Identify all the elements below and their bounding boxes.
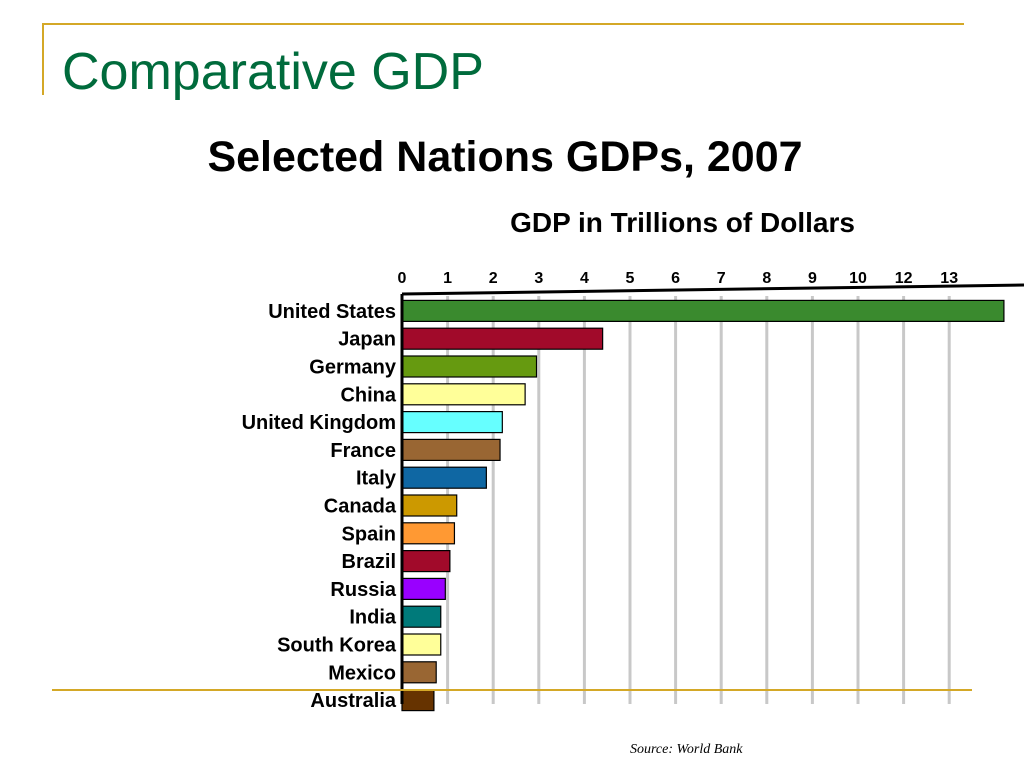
x-tick-label: 4 xyxy=(580,270,589,287)
decorative-top-rule xyxy=(42,23,964,25)
bar-france xyxy=(401,438,501,461)
x-tick-label: 1 xyxy=(443,270,452,287)
category-label: Brazil xyxy=(342,551,396,573)
category-label: Russia xyxy=(330,579,396,601)
bar-canada xyxy=(401,494,458,517)
x-axis-top-line xyxy=(401,283,1024,296)
x-tick-label: 0 xyxy=(398,270,407,287)
x-tick-label: 13 xyxy=(940,270,958,287)
category-label: India xyxy=(349,607,397,629)
bar-brazil xyxy=(401,549,451,573)
bar-spain xyxy=(401,522,456,545)
category-label: Germany xyxy=(309,357,397,379)
bar-russia xyxy=(401,577,446,601)
bar-united-states xyxy=(401,299,1005,322)
source-note: Source: World Bank xyxy=(630,742,743,757)
chart-title: Selected Nations GDPs, 2007 xyxy=(207,133,803,181)
bar-italy xyxy=(401,466,487,489)
x-tick-label: 8 xyxy=(762,270,771,287)
category-label: France xyxy=(330,440,396,462)
x-tick-label: 5 xyxy=(626,270,635,287)
category-label: Japan xyxy=(338,329,396,351)
bar-mexico xyxy=(401,661,437,684)
x-tick-label: 3 xyxy=(534,270,543,287)
bar-south-korea xyxy=(401,633,442,656)
chart-subtitle: GDP in Trillions of Dollars xyxy=(510,207,855,238)
decorative-bottom-rule xyxy=(52,689,972,691)
slide-title: Comparative GDP xyxy=(62,43,484,101)
category-label: China xyxy=(340,384,396,406)
category-label: Italy xyxy=(356,468,397,490)
category-label: Spain xyxy=(342,523,396,545)
bar-china xyxy=(401,383,526,406)
bar-germany xyxy=(401,355,538,378)
category-label: Mexico xyxy=(328,662,396,684)
x-tick-label: 10 xyxy=(849,270,867,287)
x-tick-label: 12 xyxy=(895,270,913,287)
x-tick-label: 2 xyxy=(489,270,498,287)
bar-india xyxy=(401,605,442,628)
bar-united-kingdom xyxy=(401,411,503,434)
x-tick-label: 7 xyxy=(717,270,726,287)
category-label: South Korea xyxy=(277,635,397,657)
decorative-left-rule xyxy=(42,23,44,95)
category-label: United States xyxy=(268,301,396,323)
category-label: United Kingdom xyxy=(242,412,396,434)
bar-australia xyxy=(401,688,435,712)
category-label: Canada xyxy=(324,496,397,518)
bar-japan xyxy=(401,327,604,350)
x-tick-label: 9 xyxy=(808,270,817,287)
category-label: Australia xyxy=(310,690,396,712)
x-tick-label: 6 xyxy=(671,270,680,287)
